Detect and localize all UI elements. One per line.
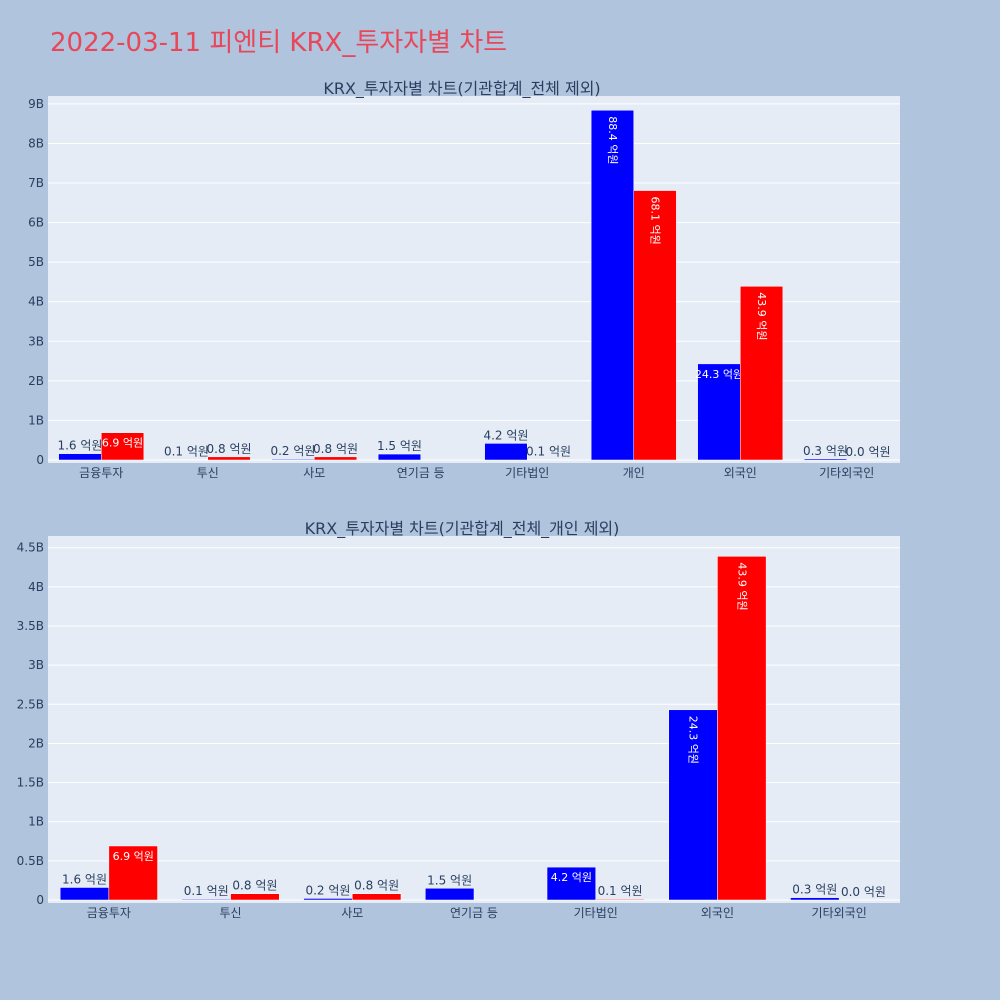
y-tick-label: 3.5B	[17, 619, 44, 633]
data-label: 88.4 억원	[606, 116, 619, 164]
bar-buy	[59, 887, 110, 901]
data-label: 4.2 억원	[483, 428, 528, 442]
y-tick-label: 1B	[28, 815, 44, 829]
x-tick-label: 개인	[623, 466, 645, 480]
data-label: 43.9 억원	[735, 562, 748, 610]
y-tick-label: 2.5B	[17, 697, 44, 711]
data-label: 0.8 억원	[232, 879, 277, 893]
data-label: 0.2 억원	[305, 883, 350, 897]
data-label: 0.1 억원	[526, 445, 571, 459]
chart-2: 0 0.5B 1B 1.5B 2B 2.5B 3B 3.5B 4B 4.5B KRX_투자자별 차트…	[17, 519, 900, 920]
bar-buy	[668, 709, 718, 901]
data-label: 1.5 억원	[427, 873, 472, 887]
bar-sell	[352, 893, 402, 901]
y-tick-label: 4.5B	[17, 541, 44, 555]
bar-sell	[740, 286, 784, 461]
data-label: 1.5 억원	[377, 439, 422, 453]
y-tick-label: 0	[36, 893, 44, 907]
data-label: 1.6 억원	[62, 872, 107, 886]
x-tick-label: 기타법인	[505, 466, 549, 480]
bar-sell	[230, 893, 280, 901]
y-tick-label: 4B	[28, 295, 44, 309]
data-label: 0.1 억원	[184, 884, 229, 898]
x-tick-label: 외국인	[724, 466, 757, 480]
y-tick-label: 0	[36, 453, 44, 467]
bar-buy	[271, 458, 315, 461]
data-label: 6.9 억원	[113, 850, 154, 863]
bar-sell	[595, 898, 645, 901]
y-tick-label: 1.5B	[17, 776, 44, 790]
bar-sell	[314, 456, 358, 461]
bar-sell	[207, 456, 251, 461]
data-label: 43.9 억원	[755, 292, 768, 340]
data-label: 0.8 억원	[207, 442, 252, 456]
data-label: 4.2 억원	[551, 871, 592, 884]
page-title: 2022-03-11 피엔티 KRX_투자자별 차트	[50, 28, 508, 58]
data-label: 68.1 억원	[649, 197, 662, 245]
data-label: 0.8 억원	[354, 879, 399, 893]
bar-buy	[803, 458, 848, 461]
data-label: 0.8 억원	[313, 442, 358, 456]
bar-sell	[101, 432, 145, 461]
bar-buy	[590, 109, 635, 461]
y-tick-label: 0.5B	[17, 854, 44, 868]
y-tick-label: 6B	[28, 216, 44, 230]
y-tick-label: 2B	[28, 374, 44, 388]
bar-sell	[717, 556, 767, 901]
y-tick-label: 2B	[28, 736, 44, 750]
bar-buy	[377, 453, 421, 461]
bar-buy	[425, 888, 475, 901]
y-tick-label: 9B	[28, 97, 44, 111]
y-tick-label: 5B	[28, 255, 44, 269]
data-label: 0.3 억원	[803, 444, 848, 458]
y-tick-label: 3B	[28, 658, 44, 672]
x-tick-label: 외국인	[701, 906, 734, 920]
x-tick-label: 투신	[197, 466, 219, 480]
data-label: 0.1 억원	[598, 884, 643, 898]
y-tick-label: 1B	[28, 413, 44, 427]
x-tick-label: 기타외국인	[819, 466, 874, 480]
y-tick-label: 7B	[28, 176, 44, 190]
data-label: 0.1 억원	[164, 445, 209, 459]
data-label: 0.0 억원	[841, 885, 886, 899]
chart-1: 0 1B 2B 3B 4B 5B 6B 7B 8B 9B KRX_투자자별 차트(기관합계_전체 제…	[28, 79, 900, 480]
x-tick-label: 금융투자	[79, 466, 123, 480]
x-tick-label: 기타법인	[574, 906, 618, 920]
bar-buy	[58, 453, 102, 461]
data-label: 0.2 억원	[270, 444, 315, 458]
x-tick-label: 사모	[303, 466, 325, 480]
data-label: 1.6 억원	[57, 439, 102, 453]
chart-title: KRX_투자자별 차트(기관합계_전체_개인 제외)	[305, 519, 620, 539]
chart-title: KRX_투자자별 차트(기관합계_전체 제외)	[323, 79, 600, 99]
bar-buy	[546, 866, 596, 901]
bar-buy	[697, 363, 741, 461]
y-tick-label: 8B	[28, 136, 44, 150]
x-tick-label: 금융투자	[87, 906, 131, 920]
data-label: 6.9 억원	[102, 437, 143, 450]
y-tick-label: 3B	[28, 334, 44, 348]
bar-buy	[303, 898, 353, 901]
bar-sell	[633, 190, 677, 461]
y-tick-label: 4B	[28, 580, 44, 594]
data-label: 24.3 억원	[687, 716, 700, 764]
x-tick-label: 사모	[341, 906, 363, 920]
bar-buy	[790, 897, 840, 901]
data-label: 0.0 억원	[846, 445, 891, 459]
bar-buy	[181, 898, 231, 901]
x-tick-label: 투신	[220, 906, 242, 920]
plot-area	[48, 536, 900, 903]
data-label: 0.3 억원	[792, 883, 837, 897]
data-label: 24.3 억원	[695, 368, 743, 381]
bar-buy	[484, 443, 528, 461]
bar-sell	[108, 845, 158, 901]
x-tick-label: 기타외국인	[812, 906, 867, 920]
x-tick-label: 연기금 등	[397, 466, 445, 480]
x-tick-label: 연기금 등	[450, 906, 498, 920]
